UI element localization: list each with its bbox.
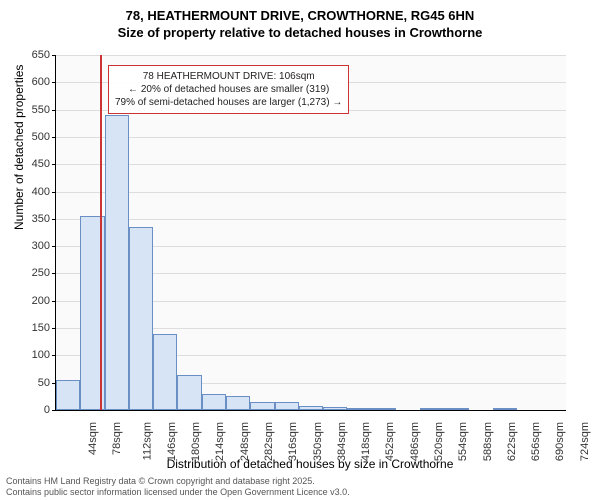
- gridline: [56, 219, 566, 220]
- ytick-mark: [52, 192, 56, 193]
- histogram-bar: [493, 408, 517, 410]
- xtick-label: 350sqm: [312, 422, 324, 461]
- callout-line1: 78 HEATHERMOUNT DRIVE: 106sqm: [115, 70, 342, 83]
- y-axis-label: Number of detached properties: [12, 65, 26, 230]
- histogram-bar: [275, 402, 299, 410]
- xtick-label: 180sqm: [190, 422, 202, 461]
- xtick-label: 554sqm: [457, 422, 469, 461]
- xtick-label: 282sqm: [263, 422, 275, 461]
- ytick-label: 100: [10, 349, 50, 361]
- title-line2: Size of property relative to detached ho…: [0, 25, 600, 42]
- callout-box: 78 HEATHERMOUNT DRIVE: 106sqm← 20% of de…: [108, 65, 349, 114]
- chart-plot-area: 78 HEATHERMOUNT DRIVE: 106sqm← 20% of de…: [55, 55, 566, 411]
- ytick-mark: [52, 246, 56, 247]
- ytick-label: 450: [10, 158, 50, 170]
- ytick-mark: [52, 410, 56, 411]
- xtick-label: 588sqm: [482, 422, 494, 461]
- xtick-label: 622sqm: [506, 422, 518, 461]
- ytick-mark: [52, 383, 56, 384]
- gridline: [56, 164, 566, 165]
- ytick-mark: [52, 219, 56, 220]
- gridline: [56, 192, 566, 193]
- attribution: Contains HM Land Registry data © Crown c…: [6, 476, 350, 498]
- ytick-label: 250: [10, 267, 50, 279]
- ytick-mark: [52, 328, 56, 329]
- histogram-bar: [129, 227, 153, 410]
- xtick-label: 724sqm: [579, 422, 591, 461]
- ytick-label: 200: [10, 295, 50, 307]
- xtick-label: 214sqm: [215, 422, 227, 461]
- ytick-label: 650: [10, 49, 50, 61]
- ytick-mark: [52, 137, 56, 138]
- ytick-label: 500: [10, 131, 50, 143]
- gridline: [56, 137, 566, 138]
- ytick-mark: [52, 82, 56, 83]
- ytick-mark: [52, 301, 56, 302]
- xtick-label: 520sqm: [433, 422, 445, 461]
- histogram-bar: [226, 396, 250, 410]
- ytick-label: 400: [10, 186, 50, 198]
- histogram-bar: [250, 402, 274, 410]
- histogram-bar: [372, 408, 396, 410]
- xtick-label: 78sqm: [111, 422, 123, 455]
- chart-title: 78, HEATHERMOUNT DRIVE, CROWTHORNE, RG45…: [0, 0, 600, 42]
- histogram-bar: [323, 407, 347, 410]
- ytick-mark: [52, 273, 56, 274]
- histogram-bar: [347, 408, 371, 410]
- histogram-bar: [420, 408, 444, 410]
- ytick-label: 300: [10, 240, 50, 252]
- ytick-label: 0: [10, 404, 50, 416]
- histogram-bar: [153, 334, 177, 410]
- xtick-label: 112sqm: [141, 422, 153, 460]
- marker-line: [100, 55, 102, 410]
- histogram-bar: [202, 394, 226, 410]
- attribution-line1: Contains HM Land Registry data © Crown c…: [6, 476, 350, 487]
- callout-line3: 79% of semi-detached houses are larger (…: [115, 96, 342, 109]
- histogram-bar: [299, 406, 323, 410]
- xtick-label: 316sqm: [287, 422, 299, 461]
- ytick-label: 600: [10, 76, 50, 88]
- ytick-label: 150: [10, 322, 50, 334]
- ytick-label: 550: [10, 104, 50, 116]
- ytick-mark: [52, 110, 56, 111]
- callout-line2: ← 20% of detached houses are smaller (31…: [115, 83, 342, 96]
- xtick-label: 690sqm: [555, 422, 567, 461]
- gridline: [56, 55, 566, 56]
- xtick-label: 44sqm: [87, 422, 99, 455]
- ytick-label: 50: [10, 377, 50, 389]
- xtick-label: 146sqm: [166, 422, 178, 461]
- attribution-line2: Contains public sector information licen…: [6, 487, 350, 498]
- ytick-mark: [52, 55, 56, 56]
- histogram-bar: [56, 380, 80, 410]
- ytick-label: 350: [10, 213, 50, 225]
- xtick-label: 418sqm: [360, 422, 372, 461]
- ytick-mark: [52, 355, 56, 356]
- ytick-mark: [52, 164, 56, 165]
- histogram-bar: [105, 115, 129, 410]
- histogram-bar: [445, 408, 469, 410]
- xtick-label: 452sqm: [385, 422, 397, 461]
- xtick-label: 656sqm: [530, 422, 542, 461]
- histogram-bar: [177, 375, 201, 411]
- xtick-label: 384sqm: [336, 422, 348, 461]
- title-line1: 78, HEATHERMOUNT DRIVE, CROWTHORNE, RG45…: [0, 8, 600, 25]
- xtick-label: 486sqm: [409, 422, 421, 461]
- xtick-label: 248sqm: [239, 422, 251, 461]
